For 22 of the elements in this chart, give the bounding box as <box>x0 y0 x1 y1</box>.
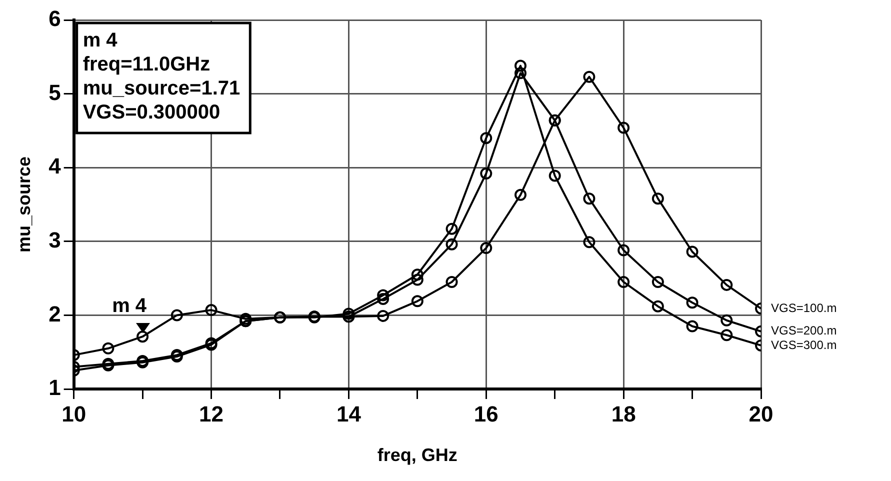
y-axis-title: mu_source <box>14 156 34 253</box>
x-axis-title: freq, GHz <box>377 445 458 466</box>
y-tick-label: 4 <box>48 154 62 179</box>
annotation: m 4 <box>82 30 118 52</box>
x-tick-label: 18 <box>611 401 636 426</box>
y-tick-label: 5 <box>48 80 61 105</box>
x-tick-label: 16 <box>474 401 498 426</box>
series-label: VGS=300.m <box>771 338 837 352</box>
y-tick-label: 2 <box>48 301 61 326</box>
x-tick-label: 12 <box>199 401 224 426</box>
annotation: VGS=0.300000 <box>82 102 220 124</box>
annotation: m 4 <box>112 295 148 318</box>
annotation: freq=11.0GHz <box>82 54 210 76</box>
x-tick-label: 10 <box>62 401 86 426</box>
y-tick-label: 6 <box>48 6 61 32</box>
x-tick-label: 14 <box>336 401 362 426</box>
x-tick-label: 20 <box>748 401 774 426</box>
series-label: VGS=200.m <box>771 324 837 338</box>
y-tick-label: 1 <box>48 375 61 400</box>
annotation: mu_source=1.71 <box>82 78 240 100</box>
series-label: VGS=100.m <box>771 300 837 315</box>
y-tick-label: 3 <box>48 227 61 252</box>
